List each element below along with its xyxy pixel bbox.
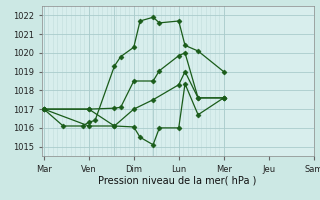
X-axis label: Pression niveau de la mer( hPa ): Pression niveau de la mer( hPa ) <box>99 175 257 185</box>
